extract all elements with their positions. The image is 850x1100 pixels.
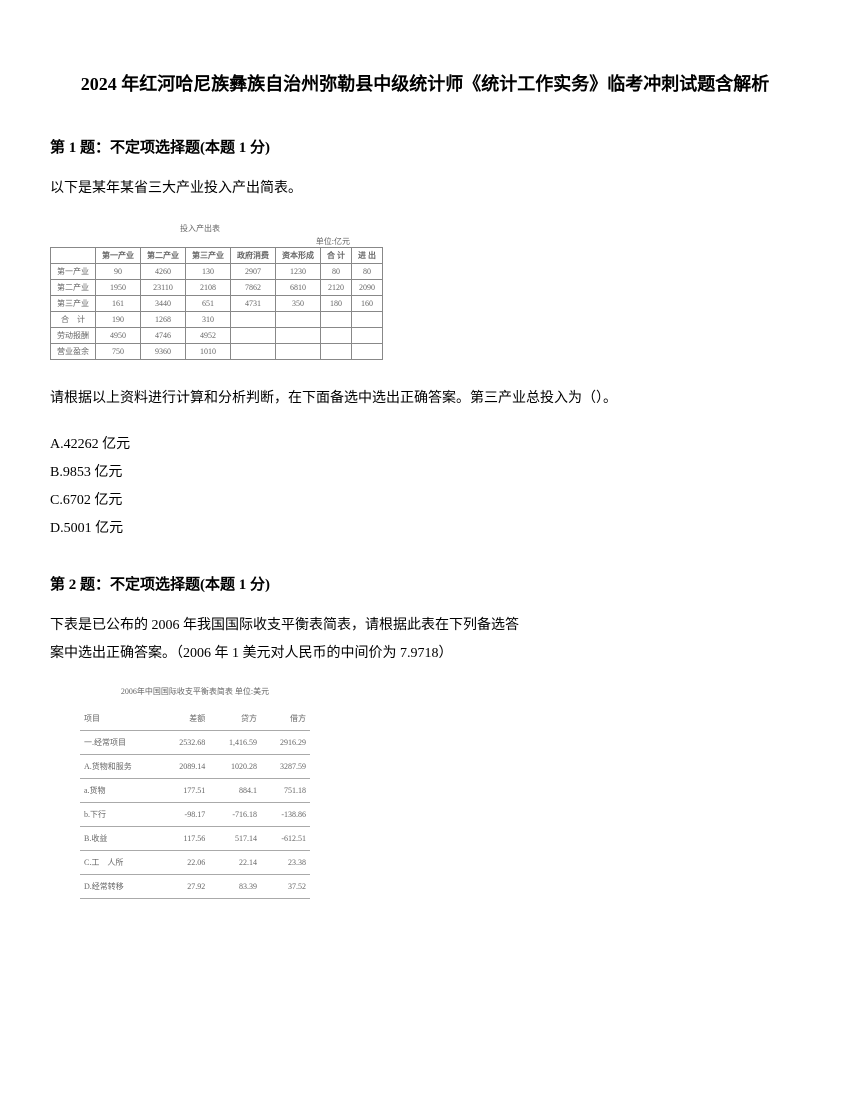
document-title: 2024 年红河哈尼族彝族自治州弥勒县中级统计师《统计工作实务》临考冲刺试题含解… bbox=[50, 70, 800, 96]
table-row: 第一产业904260130290712308080 bbox=[51, 264, 383, 280]
table-row: 第三产业16134406514731350180160 bbox=[51, 296, 383, 312]
table-row: A.货物和服务2089.141020.283287.59 bbox=[80, 755, 310, 779]
th: 资本形成 bbox=[276, 248, 321, 264]
q2-text-line2: 案中选出正确答案。（2006 年 1 美元对人民币的中间价为 7.9718） bbox=[50, 646, 453, 661]
option-b: B.9853 亿元 bbox=[50, 459, 800, 487]
table-row: D.经常转移27.9283.3937.52 bbox=[80, 875, 310, 899]
table-row: 合 计1901268310 bbox=[51, 312, 383, 328]
table-row: 营业盈余75093601010 bbox=[51, 344, 383, 360]
q1-ask: 请根据以上资料进行计算和分析判断，在下面备选中选出正确答案。第三产业总投入为（）… bbox=[50, 385, 800, 413]
table-row: B.收益117.56517.14-612.51 bbox=[80, 827, 310, 851]
th: 第三产业 bbox=[186, 248, 231, 264]
table-row: a.货物177.51884.1751.18 bbox=[80, 779, 310, 803]
table-row: 一.经常项目2532.681,416.592916.29 bbox=[80, 731, 310, 755]
table-row: C.工 人所22.0622.1423.38 bbox=[80, 851, 310, 875]
table-row: 第一产业 第二产业 第三产业 政府消费 资本形成 合 计 进 出 bbox=[51, 248, 383, 264]
q1-table-caption: 投入产出表 bbox=[50, 223, 350, 234]
q2-data-table: 项目差额贷方借方 一.经常项目2532.681,416.592916.29 A.… bbox=[80, 707, 310, 899]
q1-intro: 以下是某年某省三大产业投入产出简表。 bbox=[50, 175, 800, 203]
q1-data-table: 第一产业 第二产业 第三产业 政府消费 资本形成 合 计 进 出 第一产业904… bbox=[50, 247, 383, 360]
th: 第二产业 bbox=[141, 248, 186, 264]
th: 合 计 bbox=[321, 248, 352, 264]
table-row: 第二产业19502311021087862681021202090 bbox=[51, 280, 383, 296]
th: 政府消费 bbox=[231, 248, 276, 264]
option-d: D.5001 亿元 bbox=[50, 515, 800, 543]
q2-text: 下表是已公布的 2006 年我国国际收支平衡表简表，请根据此表在下列备选答 案中… bbox=[50, 612, 800, 668]
table-row: b.下行-98.17-716.18-138.86 bbox=[80, 803, 310, 827]
q1-table-container: 投入产出表 单位:亿元 第一产业 第二产业 第三产业 政府消费 资本形成 合 计… bbox=[50, 223, 800, 360]
th: 第一产业 bbox=[96, 248, 141, 264]
table-row: 项目差额贷方借方 bbox=[80, 707, 310, 731]
q1-options: A.42262 亿元 B.9853 亿元 C.6702 亿元 D.5001 亿元 bbox=[50, 431, 800, 543]
th bbox=[51, 248, 96, 264]
option-a: A.42262 亿元 bbox=[50, 431, 800, 459]
option-c: C.6702 亿元 bbox=[50, 487, 800, 515]
q2-text-line1: 下表是已公布的 2006 年我国国际收支平衡表简表，请根据此表在下列备选答 bbox=[50, 618, 519, 633]
th: 进 出 bbox=[352, 248, 383, 264]
table-row: 劳动报酬495047464952 bbox=[51, 328, 383, 344]
q2-table-caption: 2006年中国国际收支平衡表简表 单位:美元 bbox=[80, 686, 310, 697]
q2-header: 第 2 题：不定项选择题(本题 1 分) bbox=[50, 573, 800, 594]
q1-header: 第 1 题：不定项选择题(本题 1 分) bbox=[50, 136, 800, 157]
q1-table-unit: 单位:亿元 bbox=[50, 236, 350, 247]
q2-table-container: 2006年中国国际收支平衡表简表 单位:美元 项目差额贷方借方 一.经常项目25… bbox=[80, 686, 310, 899]
